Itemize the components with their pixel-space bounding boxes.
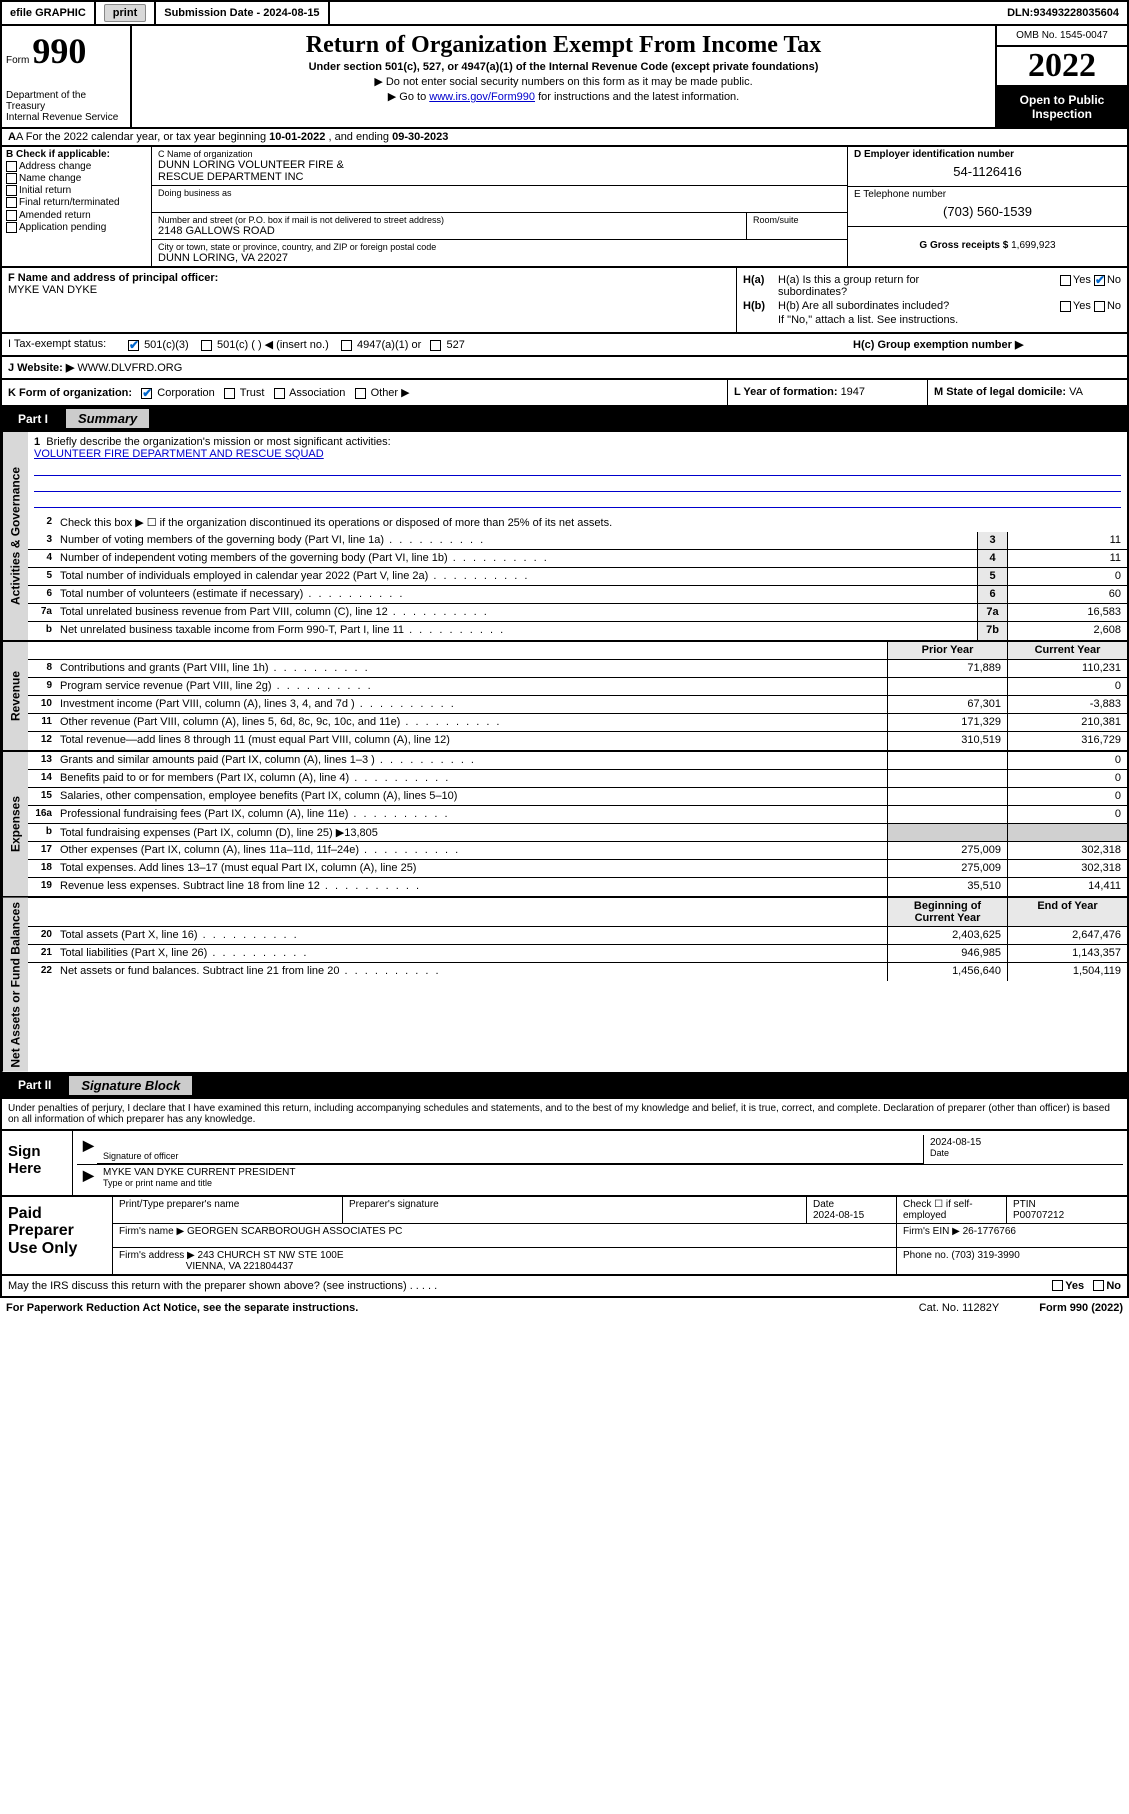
efile-label: efile GRAPHIC: [2, 2, 96, 24]
row-klm: K Form of organization: Corporation Trus…: [0, 380, 1129, 407]
year-formation: L Year of formation: 1947: [727, 380, 927, 405]
paid-preparer-block: Paid Preparer Use Only Print/Type prepar…: [0, 1197, 1129, 1276]
chk-corporation[interactable]: [141, 388, 152, 399]
side-governance: Activities & Governance: [2, 432, 28, 640]
gross-cell: G Gross receipts $ 1,699,923: [848, 227, 1127, 266]
side-revenue: Revenue: [2, 642, 28, 750]
chk-address-change[interactable]: Address change: [6, 161, 147, 172]
street-cell: Number and street (or P.O. box if mail i…: [152, 213, 747, 239]
hc-group-exemption: H(c) Group exemption number ▶: [847, 334, 1127, 355]
dba-cell: Doing business as: [152, 186, 847, 213]
irs-discuss-row: May the IRS discuss this return with the…: [0, 1276, 1129, 1298]
print-button[interactable]: print: [104, 4, 146, 22]
form-subtitle: Under section 501(c), 527, or 4947(a)(1)…: [140, 61, 987, 73]
phone-cell: E Telephone number (703) 560-1539: [848, 187, 1127, 227]
row-j-website: J Website: ▶ WWW.DLVFRD.ORG: [0, 357, 1129, 380]
ssn-note: ▶ Do not enter social security numbers o…: [140, 75, 987, 88]
omb-number: OMB No. 1545-0047: [997, 26, 1127, 47]
sign-here-block: Sign Here ▶ Signature of officer 2024-08…: [0, 1131, 1129, 1197]
col-d-ein: D Employer identification number 54-1126…: [847, 147, 1127, 266]
tax-exempt-label: I Tax-exempt status:: [2, 334, 122, 355]
form-of-org: K Form of organization: Corporation Trus…: [2, 380, 727, 405]
section-bcd: B Check if applicable: Address change Na…: [0, 147, 1129, 268]
b-label: B Check if applicable:: [6, 149, 147, 160]
line-1-mission: 1 Briefly describe the organization's mi…: [28, 432, 1127, 514]
sign-here-label: Sign Here: [2, 1131, 72, 1195]
dept-treasury: Department of the Treasury Internal Reve…: [6, 90, 126, 123]
street-row: Number and street (or P.O. box if mail i…: [152, 213, 847, 240]
org-name-cell: C Name of organization DUNN LORING VOLUN…: [152, 147, 847, 186]
chk-527[interactable]: [430, 340, 441, 351]
chk-app-pending[interactable]: Application pending: [6, 222, 147, 233]
hb-yes-no[interactable]: Yes No: [1060, 300, 1121, 312]
form-header: Form 990 Department of the Treasury Inte…: [0, 26, 1129, 129]
arrow-icon: ▶: [83, 1167, 94, 1183]
row-i-status: I Tax-exempt status: 501(c)(3) 501(c) ( …: [0, 334, 1129, 357]
form-number: 990: [32, 31, 86, 71]
topbar: efile GRAPHIC print Submission Date - 20…: [0, 0, 1129, 26]
dln-cell: DLN: 93493228035604: [999, 2, 1127, 24]
open-inspection: Open to Public Inspection: [997, 87, 1127, 127]
topbar-spacer: [330, 2, 1000, 24]
chk-501c3[interactable]: [128, 340, 139, 351]
expenses-section: Expenses 13Grants and similar amounts pa…: [0, 752, 1129, 898]
paid-preparer-label: Paid Preparer Use Only: [2, 1197, 112, 1274]
row-a-tax-year: AA For the 2022 calendar year, or tax ye…: [0, 129, 1129, 147]
col-c-org-info: C Name of organization DUNN LORING VOLUN…: [152, 147, 847, 266]
print-button-cell: print: [96, 2, 156, 24]
row-fh: F Name and address of principal officer:…: [0, 268, 1129, 334]
revenue-section: Revenue Prior YearCurrent Year 8Contribu…: [0, 642, 1129, 752]
bottom-line: For Paperwork Reduction Act Notice, see …: [0, 1298, 1129, 1318]
side-expenses: Expenses: [2, 752, 28, 896]
col-b-checkboxes: B Check if applicable: Address change Na…: [2, 147, 152, 266]
governance-section: Activities & Governance 1 Briefly descri…: [0, 432, 1129, 642]
chk-final-return[interactable]: Final return/terminated: [6, 197, 147, 208]
signature-intro: Under penalties of perjury, I declare th…: [0, 1099, 1129, 1131]
ha-yes-no[interactable]: Yes No: [1060, 274, 1121, 298]
part-i-header: Part I Summary: [0, 407, 1129, 432]
state-domicile: M State of legal domicile: VA: [927, 380, 1127, 405]
group-return: H(a)H(a) Is this a group return forsubor…: [737, 268, 1127, 332]
arrow-icon: ▶: [83, 1137, 94, 1153]
instructions-link[interactable]: www.irs.gov/Form990: [429, 91, 535, 103]
principal-officer: F Name and address of principal officer:…: [2, 268, 737, 332]
chk-name-change[interactable]: Name change: [6, 173, 147, 184]
ein-cell: D Employer identification number 54-1126…: [848, 147, 1127, 187]
city-cell: City or town, state or province, country…: [152, 240, 847, 266]
instructions-note: ▶ Go to www.irs.gov/Form990 for instruct…: [140, 90, 987, 103]
room-cell: Room/suite: [747, 213, 847, 239]
header-mid: Return of Organization Exempt From Incom…: [132, 26, 997, 127]
form-title: Return of Organization Exempt From Incom…: [140, 32, 987, 59]
chk-4947[interactable]: [341, 340, 352, 351]
submission-date-cell: Submission Date - 2024-08-15: [156, 2, 329, 24]
netassets-section: Net Assets or Fund Balances Beginning of…: [0, 898, 1129, 1074]
tax-year: 2022: [997, 47, 1127, 87]
chk-other[interactable]: [355, 388, 366, 399]
header-left: Form 990 Department of the Treasury Inte…: [2, 26, 132, 127]
side-netassets: Net Assets or Fund Balances: [2, 898, 28, 1072]
chk-association[interactable]: [274, 388, 285, 399]
chk-trust[interactable]: [224, 388, 235, 399]
chk-501c[interactable]: [201, 340, 212, 351]
header-right: OMB No. 1545-0047 2022 Open to Public In…: [997, 26, 1127, 127]
form-label: Form: [6, 55, 29, 66]
part-ii-header: Part II Signature Block: [0, 1074, 1129, 1099]
discuss-yes-no[interactable]: Yes No: [1046, 1276, 1127, 1296]
chk-initial-return[interactable]: Initial return: [6, 185, 147, 196]
tax-exempt-status: 501(c)(3) 501(c) ( ) ◀ (insert no.) 4947…: [122, 334, 847, 355]
chk-amended-return[interactable]: Amended return: [6, 210, 147, 221]
